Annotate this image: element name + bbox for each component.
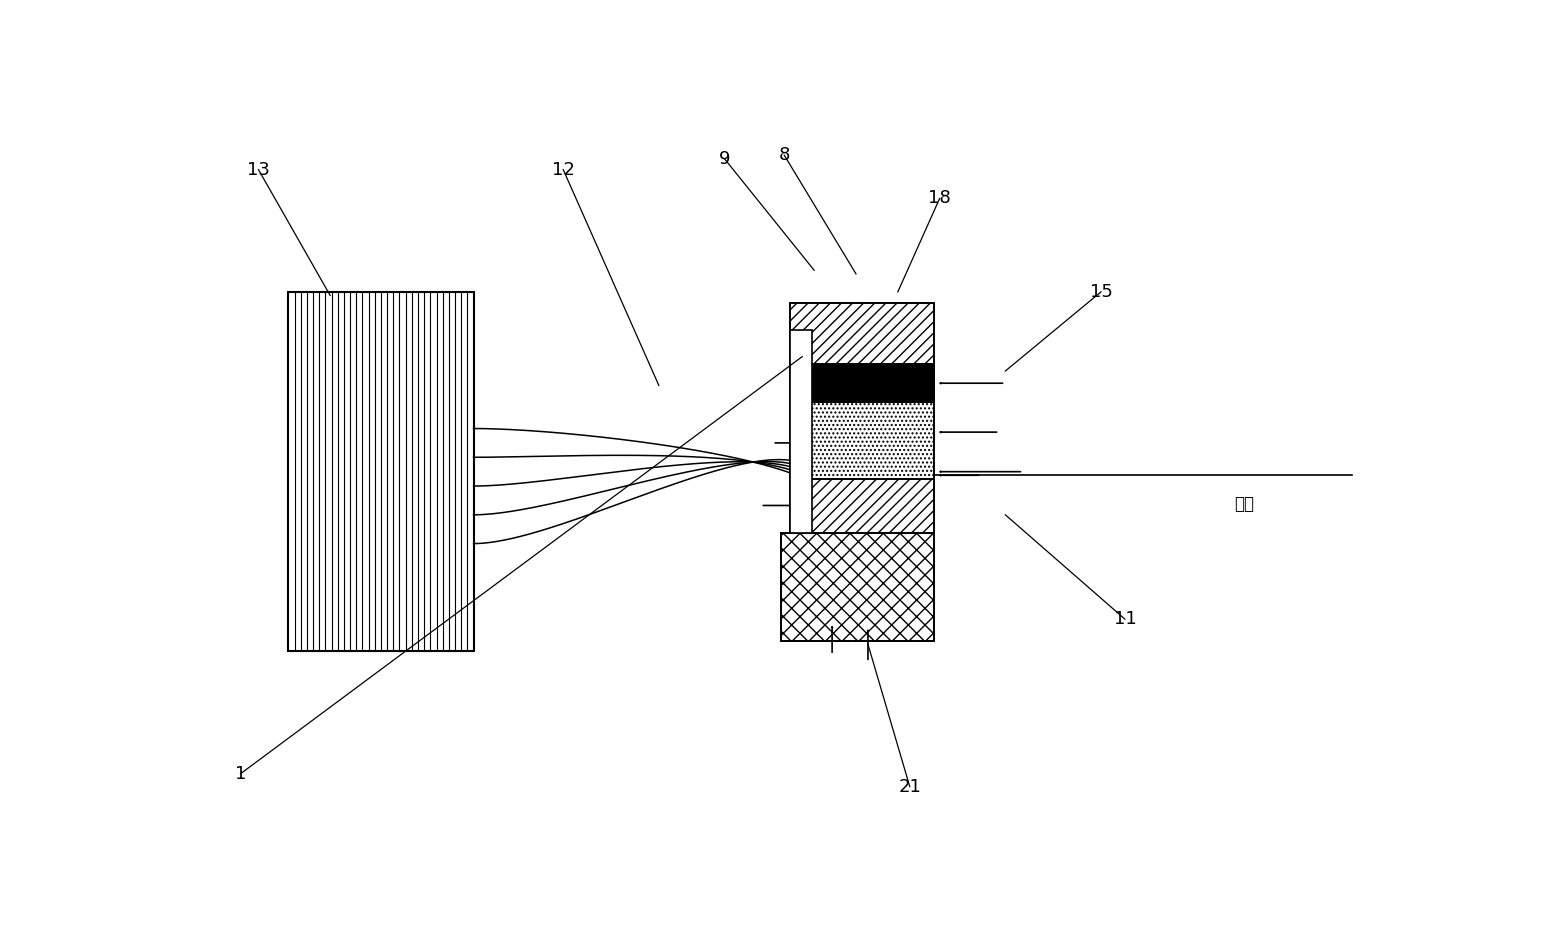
Bar — [790, 402, 933, 479]
Bar — [288, 291, 473, 652]
Bar — [790, 479, 933, 532]
Text: 21: 21 — [899, 778, 921, 796]
Text: 11: 11 — [1113, 610, 1136, 628]
Bar — [790, 330, 811, 532]
Bar — [780, 532, 934, 641]
Text: 8: 8 — [779, 147, 790, 164]
Text: 1: 1 — [234, 765, 247, 783]
Text: 13: 13 — [247, 161, 270, 178]
Text: 18: 18 — [928, 190, 951, 207]
Bar — [811, 364, 933, 402]
Bar — [780, 532, 934, 641]
Text: 12: 12 — [552, 161, 575, 178]
Bar — [790, 364, 933, 402]
Text: 激光: 激光 — [1235, 495, 1254, 513]
Text: 15: 15 — [1090, 283, 1112, 301]
Text: 9: 9 — [719, 149, 731, 168]
Bar — [790, 364, 811, 402]
Bar — [790, 303, 933, 363]
